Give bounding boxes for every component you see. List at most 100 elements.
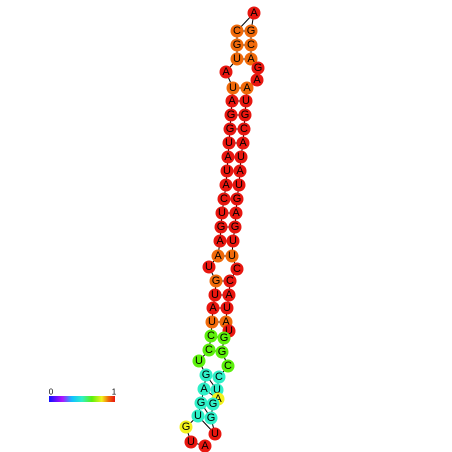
nucleotide xyxy=(184,435,198,449)
nucleotide xyxy=(208,427,222,441)
nucleotide xyxy=(230,52,244,66)
nucleotide-label: U xyxy=(242,95,250,107)
nucleotide xyxy=(212,370,226,384)
nucleotide-label: U xyxy=(229,235,237,247)
nucleotide xyxy=(239,94,253,108)
nucleotide xyxy=(208,288,222,302)
nucleotide-label: C xyxy=(247,39,255,51)
nucleotide-label: G xyxy=(212,275,221,287)
nucleotide-label: U xyxy=(228,250,236,262)
nucleotide-label: C xyxy=(226,275,234,287)
nucleotide-label: G xyxy=(197,397,206,409)
nucleotide-label: A xyxy=(225,289,233,301)
nucleotide-label: C xyxy=(233,25,241,37)
nucleotide-label: U xyxy=(225,325,233,337)
nucleotide xyxy=(226,81,240,95)
nucleotide-label: C xyxy=(205,344,213,356)
nucleotide-label: G xyxy=(220,332,229,344)
nucleotide xyxy=(223,122,237,136)
nucleotide-label: A xyxy=(209,302,217,314)
nucleotide xyxy=(199,368,213,382)
nucleotide xyxy=(250,73,264,87)
nucleotide xyxy=(217,192,231,206)
nucleotide xyxy=(206,301,220,315)
nucleotide-label: G xyxy=(231,221,240,233)
nucleotide-label: G xyxy=(233,193,242,205)
nucleotide-label: A xyxy=(222,66,230,78)
nucleotide-label: G xyxy=(226,123,235,135)
nucleotide xyxy=(204,411,218,425)
nucleotide xyxy=(198,439,212,452)
nucleotide xyxy=(238,108,252,122)
nucleotide xyxy=(191,409,205,423)
nucleotide-label: A xyxy=(239,137,247,149)
nucleotide xyxy=(219,178,233,192)
nucleotide xyxy=(197,382,211,396)
nucleotide xyxy=(232,178,246,192)
nucleotide-label: U xyxy=(205,261,213,273)
nucleotide-label: U xyxy=(218,207,226,219)
scale-min: 0 xyxy=(49,388,54,397)
nucleotide-label: U xyxy=(225,137,233,149)
nucleotide xyxy=(244,52,258,66)
nucleotide-label: C xyxy=(240,123,248,135)
nucleotide xyxy=(215,206,229,220)
nucleotide xyxy=(221,359,235,373)
nucleotide-label: A xyxy=(253,74,261,86)
nucleotide-label: A xyxy=(243,82,251,94)
nucleotide-label: G xyxy=(227,109,236,121)
nucleotide xyxy=(244,24,258,38)
nucleotide xyxy=(223,274,237,288)
nucleotide-label: U xyxy=(195,355,203,367)
nucleotide xyxy=(230,192,244,206)
nucleotide xyxy=(230,24,244,38)
nucleotide-label: U xyxy=(213,384,221,396)
nucleotide xyxy=(214,220,228,234)
nucleotide xyxy=(229,206,243,220)
nucleotide-label: G xyxy=(247,25,256,37)
nucleotide-label: U xyxy=(194,410,202,422)
nucleotide-label: A xyxy=(222,316,230,328)
nucleotide-label: G xyxy=(202,369,211,381)
nucleotide xyxy=(205,315,219,329)
nucleotides: AUGUGAGUCCUAUGUAAGUCAUAUGGAUAUGCAGCAGAAU… xyxy=(179,6,265,452)
nucleotide xyxy=(236,136,250,150)
nucleotide-label: U xyxy=(223,165,231,177)
color-scale xyxy=(49,396,115,402)
nucleotide xyxy=(204,329,218,343)
nucleotide-label: U xyxy=(235,179,243,191)
nucleotide xyxy=(209,274,223,288)
nucleotide xyxy=(224,108,238,122)
nucleotide xyxy=(244,38,258,52)
nucleotide-label: U xyxy=(187,436,195,448)
nucleotide xyxy=(234,150,248,164)
nucleotide xyxy=(202,260,216,274)
nucleotide xyxy=(228,220,242,234)
nucleotide xyxy=(192,354,206,368)
nucleotide xyxy=(213,234,227,248)
nucleotide xyxy=(194,396,208,410)
nucleotide xyxy=(247,6,261,20)
nucleotide-label: A xyxy=(250,7,258,19)
nucleotide xyxy=(206,397,220,411)
nucleotide xyxy=(237,122,251,136)
nucleotide-label: G xyxy=(217,221,226,233)
nucleotide xyxy=(221,150,235,164)
nucleotide-label: C xyxy=(220,193,228,205)
nucleotide xyxy=(220,164,234,178)
nucleotide xyxy=(240,81,254,95)
nucleotide-label: A xyxy=(232,207,240,219)
nucleotide-label: U xyxy=(211,289,219,301)
nucleotide-label: A xyxy=(247,53,255,65)
nucleotide-label: U xyxy=(223,302,231,314)
nucleotide-label: G xyxy=(233,39,242,51)
nucleotide xyxy=(179,420,193,434)
nucleotide-label: G xyxy=(218,346,227,358)
nucleotide-label: A xyxy=(216,235,224,247)
nucleotide xyxy=(226,234,240,248)
nucleotide-label: A xyxy=(222,179,230,191)
nucleotide xyxy=(230,38,244,52)
nucleotide-label: C xyxy=(233,263,241,275)
nucleotide-label: G xyxy=(182,421,191,433)
